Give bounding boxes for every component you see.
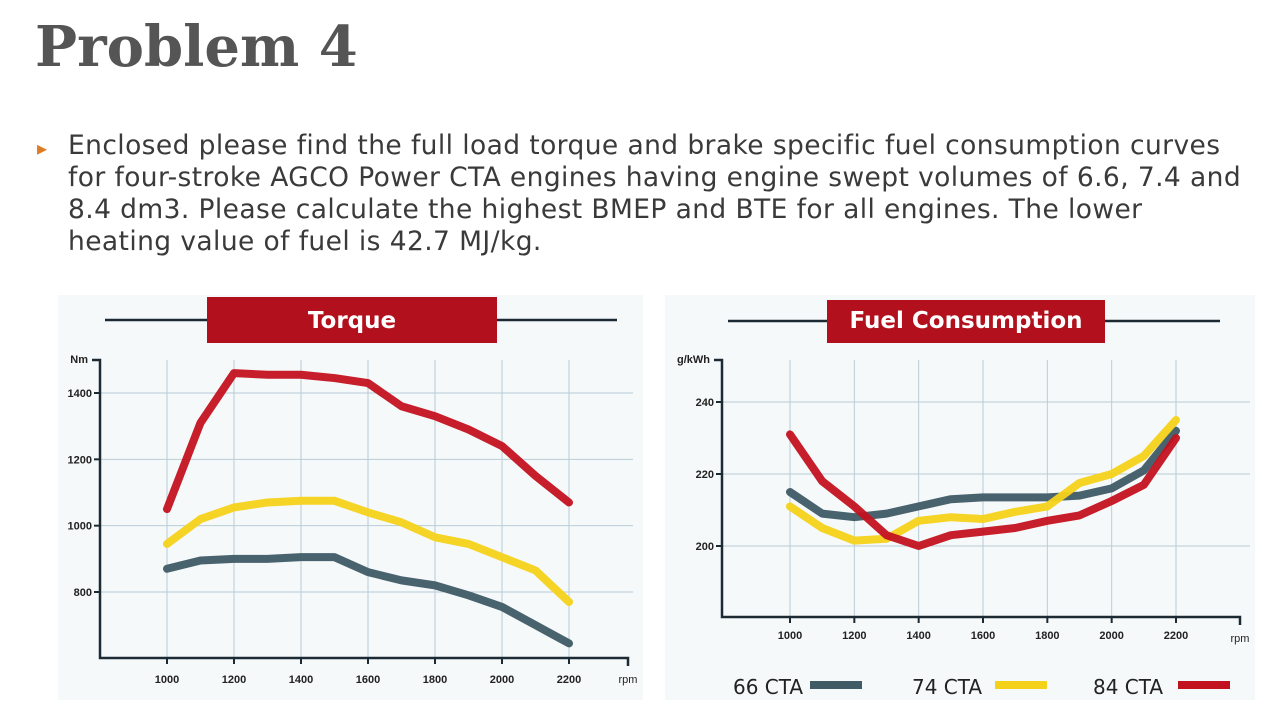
y-tick-label: 220 — [696, 469, 714, 481]
x-tick-label: 1000 — [155, 674, 179, 686]
legend-swatch — [1178, 681, 1230, 689]
x-tick-label: 2000 — [490, 674, 514, 686]
x-axis-unit: rpm — [1231, 633, 1250, 645]
series-line-74-cta — [786, 416, 1180, 545]
legend-label: 74 CTA — [912, 675, 982, 699]
x-tick-label: 1600 — [356, 674, 380, 686]
y-axis-unit: Nm — [70, 354, 88, 366]
x-tick-label: 2000 — [1099, 630, 1123, 642]
legend-label: 66 CTA — [733, 675, 803, 699]
series-line-66-cta — [163, 553, 573, 648]
x-tick-label: 1400 — [289, 674, 313, 686]
slide-title: Problem 4 — [35, 14, 358, 80]
x-tick-label: 1400 — [906, 630, 930, 642]
x-tick-label: 1200 — [842, 630, 866, 642]
problem-text: Enclosed please find the full load torqu… — [68, 130, 1242, 257]
legend-swatch — [995, 681, 1047, 689]
x-tick-label: 1800 — [423, 674, 447, 686]
y-axis-unit: g/kWh — [677, 354, 710, 366]
y-tick-label: 200 — [696, 541, 714, 553]
series-line-74-cta — [163, 496, 573, 606]
chart-title: Torque — [308, 308, 396, 334]
series-line-84-cta — [786, 430, 1180, 550]
x-tick-label: 2200 — [557, 674, 581, 686]
title-box — [827, 300, 1105, 343]
x-axis-unit: rpm — [619, 674, 638, 686]
axes — [714, 358, 1242, 625]
title-box — [207, 297, 497, 343]
series-line-84-cta — [163, 369, 573, 514]
x-tick-label: 2200 — [1164, 630, 1188, 642]
chart-title: Fuel Consumption — [849, 308, 1082, 334]
triangle-bullet-icon: ▸ — [37, 136, 48, 160]
y-tick-label: 1200 — [68, 454, 92, 466]
axes — [92, 358, 630, 666]
y-tick-label: 240 — [696, 397, 714, 409]
x-tick-label: 1000 — [778, 630, 802, 642]
legend-label: 84 CTA — [1093, 675, 1163, 699]
torque-chart: Torque 1000 1200 1400 1600 1800 2000 2200 800 100… — [58, 295, 643, 700]
y-tick-label: 1000 — [68, 521, 92, 533]
x-tick-label: 1800 — [1035, 630, 1059, 642]
fuel-consumption-chart: Fuel Consumption 1000 1200 1400 1600 1800 2000… — [665, 295, 1255, 700]
legend-swatch — [810, 681, 862, 689]
y-tick-label: 800 — [74, 587, 92, 599]
y-tick-label: 1400 — [68, 388, 92, 400]
x-tick-label: 1200 — [222, 674, 246, 686]
series-line-66-cta — [786, 426, 1180, 522]
x-tick-label: 1600 — [971, 630, 995, 642]
